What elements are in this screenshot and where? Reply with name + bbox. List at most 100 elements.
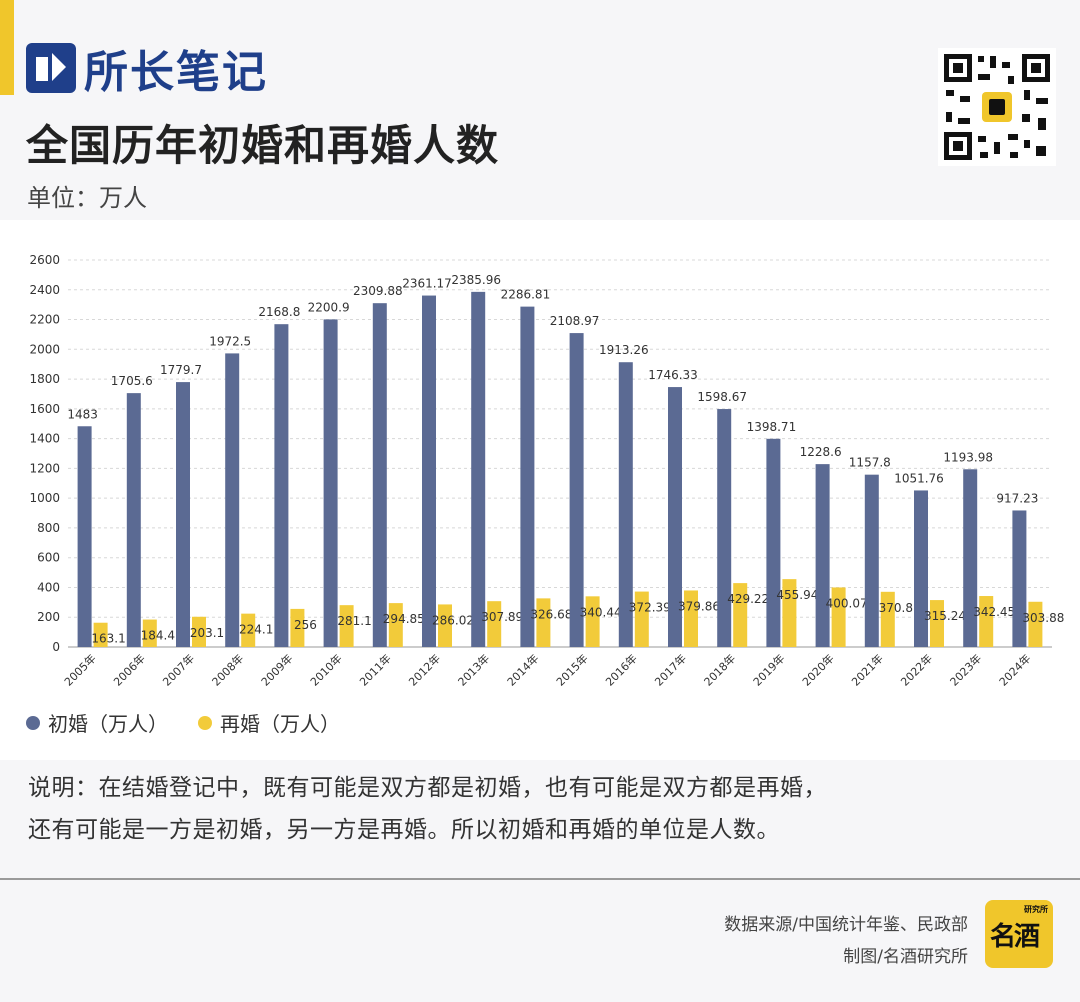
x-tick-label: 2024年: [996, 651, 1033, 688]
data-label-first-marriage: 2200.9: [308, 300, 350, 314]
footer-divider: [0, 878, 1080, 880]
data-label-remarriage: 340.44: [580, 605, 622, 619]
x-tick-label: 2011年: [356, 651, 393, 688]
accent-bar: [0, 0, 14, 95]
y-tick-label: 0: [52, 640, 60, 654]
bar-remarriage: [438, 604, 452, 647]
legend-item-first-marriage: 初婚（万人）: [26, 708, 168, 737]
data-label-remarriage: 294.85: [383, 612, 425, 626]
x-tick-label: 2020年: [799, 651, 836, 688]
chart-credit: 制图/名酒研究所: [843, 947, 968, 967]
bar-first-marriage: [422, 295, 436, 647]
data-label-remarriage: 400.07: [826, 596, 868, 610]
y-tick-label: 400: [37, 580, 60, 594]
data-label-first-marriage: 2108.97: [550, 314, 600, 328]
data-label-remarriage: 163.1: [91, 632, 125, 646]
bar-remarriage: [930, 600, 944, 647]
bar-first-marriage: [274, 324, 289, 647]
data-label-remarriage: 224.1: [239, 623, 273, 637]
bar-remarriage: [142, 619, 157, 647]
data-label-first-marriage: 1483: [67, 407, 98, 421]
data-source: 数据来源/中国统计年鉴、民政部: [724, 915, 968, 935]
bar-remarriage: [290, 608, 305, 647]
x-tick-label: 2017年: [652, 651, 689, 688]
data-label-first-marriage: 1228.6: [800, 445, 842, 459]
bar-first-marriage: [766, 438, 781, 647]
data-label-remarriage: 315.24: [924, 609, 966, 623]
data-label-remarriage: 286.02: [432, 613, 474, 627]
unit-label: 单位：万人: [27, 184, 147, 212]
x-tick-label: 2006年: [110, 651, 147, 688]
brand-name: 所长笔记: [84, 47, 268, 98]
y-tick-label: 1000: [29, 491, 60, 505]
x-tick-label: 2010年: [307, 651, 344, 688]
bar-remarriage: [782, 579, 797, 647]
x-tick-label: 2018年: [701, 651, 738, 688]
data-label-first-marriage: 2168.8: [258, 305, 300, 319]
bar-remarriage: [536, 598, 551, 647]
qr-code-icon: [938, 48, 1056, 166]
y-tick-label: 800: [37, 521, 60, 535]
y-tick-label: 600: [37, 551, 60, 565]
data-label-first-marriage: 1779.7: [160, 363, 202, 377]
data-label-first-marriage: 2286.81: [501, 288, 551, 302]
y-tick-label: 1600: [29, 402, 60, 416]
bar-remarriage: [93, 622, 108, 647]
data-label-remarriage: 184.4: [141, 629, 175, 643]
data-label-first-marriage: 1705.6: [111, 374, 153, 388]
data-label-remarriage: 307.89: [481, 610, 523, 624]
publisher-logo: 研究所 名酒: [985, 900, 1053, 968]
x-tick-label: 2007年: [160, 651, 197, 688]
legend-swatch-remarriage: [198, 715, 212, 730]
data-label-remarriage: 372.39: [629, 601, 671, 615]
page-title: 全国历年初婚和再婚人数: [26, 121, 500, 170]
data-label-first-marriage: 2361.17: [402, 277, 452, 291]
bar-first-marriage: [372, 303, 387, 647]
data-label-remarriage: 303.88: [1022, 611, 1064, 625]
x-tick-label: 2015年: [553, 651, 590, 688]
x-tick-label: 2021年: [848, 651, 885, 688]
bar-remarriage: [388, 603, 403, 647]
note-line-2: 还有可能是一方是初婚，另一方是再婚。所以初婚和再婚的单位是人数。: [28, 817, 780, 843]
y-tick-label: 2000: [29, 342, 60, 356]
data-label-first-marriage: 1193.98: [943, 450, 993, 464]
bar-remarriage: [831, 587, 846, 647]
chart-panel: 0 200 400 600 800 1000 1200 1400 1600 1800 2000 220…: [0, 220, 1080, 760]
x-tick-label: 2012年: [406, 651, 443, 688]
data-label-first-marriage: 1051.76: [894, 471, 944, 485]
data-label-first-marriage: 1598.67: [697, 390, 747, 404]
data-label-remarriage: 429.22: [727, 592, 769, 606]
data-label-first-marriage: 1746.33: [648, 368, 698, 382]
bar-first-marriage: [717, 409, 732, 647]
note-line-1: 说明：在结婚登记中，既有可能是双方都是初婚，也有可能是双方都是再婚，: [28, 775, 827, 801]
bar-first-marriage: [126, 393, 141, 647]
data-label-first-marriage: 917.23: [996, 491, 1038, 505]
x-tick-label: 2013年: [455, 651, 492, 688]
bar-first-marriage: [176, 382, 190, 647]
publisher-logo-small-text: 研究所: [1024, 905, 1048, 914]
x-tick-label: 2022年: [898, 651, 935, 688]
x-tick-label: 2009年: [258, 651, 295, 688]
x-tick-label: 2005年: [61, 651, 98, 688]
publisher-logo-main-text: 名酒: [990, 922, 1040, 952]
y-tick-label: 1400: [29, 432, 60, 446]
bar-remarriage: [634, 591, 649, 647]
bar-remarriage: [339, 605, 354, 647]
bar-first-marriage: [471, 291, 486, 647]
y-tick-label: 2600: [29, 253, 60, 267]
data-label-remarriage: 455.94: [776, 588, 818, 602]
bar-first-marriage: [815, 464, 830, 647]
bar-first-marriage: [914, 490, 928, 647]
bar-first-marriage: [963, 469, 978, 647]
brand-logo: 所长笔记: [26, 40, 268, 98]
bar-remarriage: [684, 590, 698, 647]
legend-label-first-marriage: 初婚（万人）: [48, 712, 168, 736]
bar-chart: 0 200 400 600 800 1000 1200 1400 1600 1800 2000 220…: [29, 253, 1064, 689]
y-tick-label: 1800: [29, 372, 60, 386]
bar-remarriage: [733, 583, 748, 647]
data-label-remarriage: 281.1: [337, 614, 371, 628]
bar-remarriage: [1028, 601, 1043, 647]
data-label-first-marriage: 2385.96: [451, 273, 501, 287]
data-label-first-marriage: 1157.8: [849, 456, 891, 470]
x-tick-label: 2016年: [602, 651, 639, 688]
